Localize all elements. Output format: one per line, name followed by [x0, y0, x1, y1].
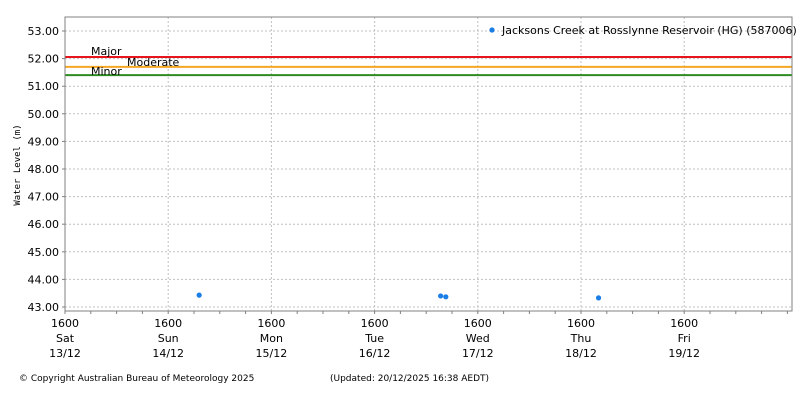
svg-text:Wed: Wed [466, 332, 490, 345]
data-point[interactable] [443, 294, 449, 300]
plot-frame [64, 16, 793, 312]
water-level-chart: Major Moderate Minor 53.00 52.00 51.00 50.00 4… [13, 16, 797, 360]
data-series [196, 292, 602, 301]
svg-text:16/12: 16/12 [359, 347, 391, 360]
legend-marker-icon [489, 27, 495, 33]
x-axis: 1600Sat13/121600Sun14/121600Mon15/121600… [49, 311, 788, 360]
svg-text:Sat: Sat [56, 332, 75, 345]
svg-text:15/12: 15/12 [256, 347, 288, 360]
threshold-label-minor: Minor [91, 65, 122, 78]
svg-text:1600: 1600 [567, 317, 595, 330]
svg-text:1600: 1600 [670, 317, 698, 330]
svg-text:1600: 1600 [51, 317, 79, 330]
x-tick-label: 1600 Sat 13/12 [49, 317, 81, 360]
svg-text:19/12: 19/12 [668, 347, 700, 360]
y-tick-label: 49.00 [28, 135, 60, 148]
legend-label: Jacksons Creek at Rosslynne Reservoir (H… [501, 24, 797, 37]
svg-text:18/12: 18/12 [565, 347, 597, 360]
svg-text:Mon: Mon [260, 332, 283, 345]
svg-text:1600: 1600 [464, 317, 492, 330]
y-axis: 53.00 52.00 51.00 50.00 49.00 48.00 47.00 46.00… [28, 25, 65, 314]
x-tick-label: 1600 Mon 15/12 [256, 317, 288, 360]
flood-thresholds: Major Moderate Minor [65, 45, 792, 78]
data-point[interactable] [595, 295, 602, 301]
copyright-text: © Copyright Australian Bureau of Meteoro… [19, 374, 255, 384]
svg-text:Fri: Fri [678, 332, 691, 345]
data-point[interactable] [438, 293, 444, 299]
y-tick-label: 53.00 [28, 25, 60, 38]
svg-text:Tue: Tue [364, 332, 384, 345]
svg-text:17/12: 17/12 [462, 347, 494, 360]
svg-text:13/12: 13/12 [49, 347, 81, 360]
svg-text:14/12: 14/12 [152, 347, 184, 360]
y-tick-label: 51.00 [28, 80, 60, 93]
y-tick-label: 52.00 [28, 53, 60, 66]
updated-timestamp: (Updated: 20/12/2025 16:38 AEDT) [330, 374, 490, 384]
svg-text:Thu: Thu [570, 332, 592, 345]
y-tick-label: 44.00 [28, 273, 60, 286]
y-tick-label: 47.00 [28, 191, 60, 204]
x-tick-label: 1600 Sun 14/12 [152, 317, 184, 360]
x-tick-label: 1600 Thu 18/12 [565, 317, 597, 360]
legend: Jacksons Creek at Rosslynne Reservoir (H… [489, 24, 797, 37]
threshold-label-moderate: Moderate [127, 56, 180, 69]
data-point[interactable] [196, 292, 202, 298]
x-tick-label: 1600 Tue 16/12 [359, 317, 391, 360]
svg-text:1600: 1600 [257, 317, 285, 330]
svg-text:Sun: Sun [158, 332, 179, 345]
y-tick-label: 48.00 [28, 163, 60, 176]
svg-text:1600: 1600 [361, 317, 389, 330]
y-axis-label: Water Level (m) [13, 124, 23, 205]
y-tick-label: 46.00 [28, 218, 60, 231]
y-tick-label: 50.00 [28, 108, 60, 121]
y-tick-label: 43.00 [28, 301, 60, 314]
x-tick-label: 1600 Fri 19/12 [668, 317, 700, 360]
threshold-label-major: Major [91, 45, 122, 58]
x-tick-label: 1600 Wed 17/12 [462, 317, 494, 360]
svg-text:1600: 1600 [154, 317, 182, 330]
y-tick-label: 45.00 [28, 246, 60, 259]
